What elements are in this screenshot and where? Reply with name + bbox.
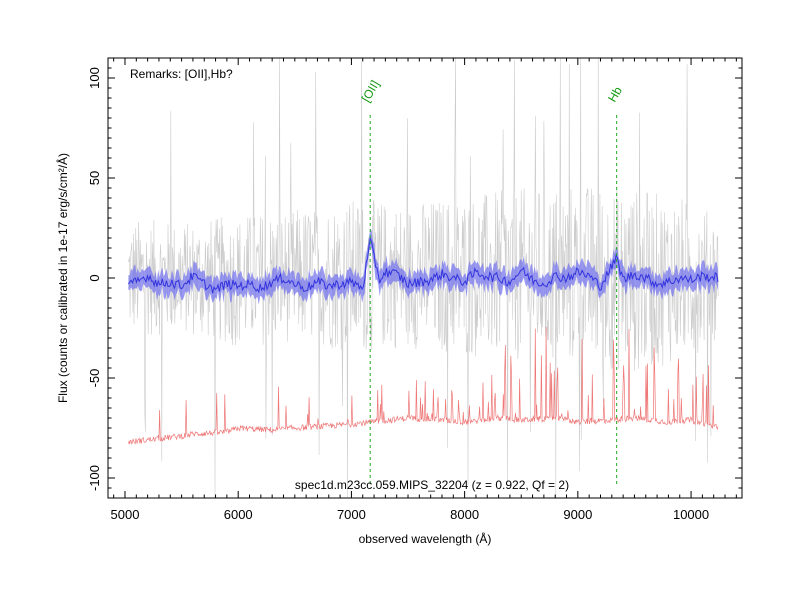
plot-area: [OII] Hb [128,57,719,499]
x-axis-title: observed wavelength (Å) [359,531,492,546]
spectrum-caption: spec1d.m23cc.059.MIPS_32204 (z = 0.922, … [295,478,569,492]
x-tick-label: 5000 [111,507,140,522]
y-tick-label: -50 [87,369,102,388]
x-tick-label: 10000 [673,507,709,522]
x-tick-label: 8000 [450,507,479,522]
smoothed-flux-series [128,238,719,294]
axis-ticks: 5000 6000 7000 8000 9000 10000 -100 -50 0 50 100 [87,58,742,522]
x-tick-label: 7000 [337,507,366,522]
y-tick-label: 0 [87,274,102,281]
y-tick-label: 50 [87,171,102,185]
error-spectrum-series [128,326,719,445]
y-axis-title: Flux (counts or calibrated in 1e-17 erg/… [55,153,70,403]
x-tick-label: 6000 [224,507,253,522]
smoothed-flux-band [128,228,718,305]
remarks-annotation: Remarks: [OII],Hb? [130,67,233,81]
y-tick-label: 100 [87,67,102,89]
y-tick-label: -100 [87,465,102,491]
x-tick-label: 9000 [563,507,592,522]
emission-line-label: Hb [605,84,625,105]
